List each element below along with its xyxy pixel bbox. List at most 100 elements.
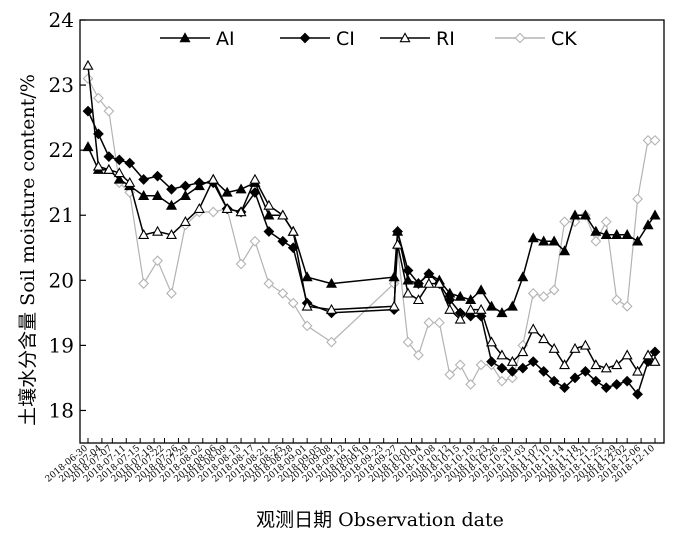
y-tick-label: 23 <box>49 73 74 97</box>
data-point-ai <box>642 219 654 230</box>
data-point-ri <box>152 225 164 236</box>
y-tick-label: 21 <box>49 203 74 227</box>
data-point-ri <box>611 359 623 370</box>
data-point-ri <box>548 342 560 353</box>
data-point-ai <box>621 229 633 239</box>
data-point-ai <box>548 235 560 246</box>
legend: AI CI RI CK <box>160 28 577 50</box>
legend-item-ck: CK <box>495 28 577 50</box>
legend-marker-ck <box>514 32 526 44</box>
data-point-ri <box>444 303 456 314</box>
data-point-ri <box>301 300 313 311</box>
data-point-ri <box>465 303 477 314</box>
data-point-ri <box>165 229 178 239</box>
data-point-ri <box>263 199 275 210</box>
data-point-ck <box>642 135 654 146</box>
data-point-ai <box>649 209 661 220</box>
data-point-ci <box>82 105 94 117</box>
data-point-ai <box>538 235 550 246</box>
data-point-ck <box>166 287 177 299</box>
data-point-ck <box>287 297 299 309</box>
data-point-ri <box>600 362 612 373</box>
data-point-ck <box>507 372 518 384</box>
data-point-ai <box>465 294 477 305</box>
legend-label-ci: CI <box>336 28 355 50</box>
data-point-ci <box>180 180 191 192</box>
data-point-ai <box>152 189 164 200</box>
data-point-ai <box>454 290 466 301</box>
data-point-ri <box>506 355 518 366</box>
data-point-ai <box>301 271 313 282</box>
series-ri <box>82 59 661 376</box>
data-point-ck <box>235 258 247 270</box>
data-point-ck <box>423 317 435 328</box>
data-point-ci <box>486 356 497 368</box>
legend-item-ci: CI <box>280 28 355 50</box>
data-point-ci <box>103 151 115 163</box>
data-point-ai <box>485 300 498 311</box>
data-point-ci <box>413 278 424 289</box>
data-point-ai <box>221 186 233 197</box>
data-point-ai <box>179 189 191 200</box>
data-point-ci <box>138 174 150 185</box>
series-line-ci <box>87 110 656 396</box>
data-point-ci <box>569 372 581 384</box>
data-point-ri <box>412 294 424 305</box>
data-point-ck <box>103 105 115 117</box>
data-point-ai <box>475 284 487 295</box>
legend-marker-ci <box>299 32 311 44</box>
data-point-ck <box>301 320 313 332</box>
data-point-ck <box>475 359 487 371</box>
y-tick-label: 20 <box>49 268 74 292</box>
data-point-ri <box>193 202 205 213</box>
plot-border <box>79 19 665 444</box>
data-point-ai <box>165 199 178 210</box>
data-point-ai <box>82 141 94 152</box>
data-point-ci <box>611 379 623 390</box>
data-point-ri <box>517 346 529 357</box>
series-ck <box>82 73 661 390</box>
data-point-ci <box>152 170 163 182</box>
data-point-ai <box>559 245 571 256</box>
data-point-ai <box>632 235 644 246</box>
data-point-ri <box>632 365 644 376</box>
data-point-ai <box>235 183 247 194</box>
data-point-ri <box>569 342 581 353</box>
data-point-ri <box>433 277 445 288</box>
data-point-ri <box>124 176 136 187</box>
data-point-ci <box>166 183 177 195</box>
data-point-ai <box>496 307 508 318</box>
data-point-ci <box>621 375 633 387</box>
data-point-ai <box>506 300 518 311</box>
plot-frame <box>79 19 665 444</box>
series-line-ck <box>87 78 655 386</box>
legend-item-ri: RI <box>380 28 455 50</box>
data-point-ci <box>649 346 661 358</box>
data-point-ck <box>326 336 337 348</box>
data-point-ci <box>548 375 560 387</box>
data-point-ai <box>590 225 602 236</box>
data-point-ci <box>580 366 591 377</box>
data-point-ai <box>113 173 125 184</box>
data-point-ri <box>179 216 191 226</box>
data-point-ck <box>527 287 539 299</box>
data-point-ck <box>559 216 570 228</box>
data-point-ri <box>138 229 150 239</box>
data-point-ck <box>590 235 602 247</box>
data-point-ri <box>388 300 400 311</box>
data-point-ck <box>538 291 550 302</box>
data-point-ci <box>538 366 550 377</box>
y-tick-label: 24 <box>49 8 74 32</box>
y-axis: 18 19 20 21 22 23 24 <box>49 8 86 422</box>
data-point-ck <box>82 73 94 84</box>
data-point-ri <box>277 209 289 220</box>
data-point-ci <box>600 382 612 394</box>
data-point-ai <box>579 209 591 220</box>
data-point-ai <box>325 277 338 288</box>
data-point-ri <box>402 287 414 298</box>
data-point-ai <box>569 209 581 220</box>
data-point-ci <box>527 356 539 368</box>
x-axis-label: 观测日期 Observation date <box>256 509 504 531</box>
data-point-ck <box>444 369 456 381</box>
data-point-ck <box>138 278 150 289</box>
